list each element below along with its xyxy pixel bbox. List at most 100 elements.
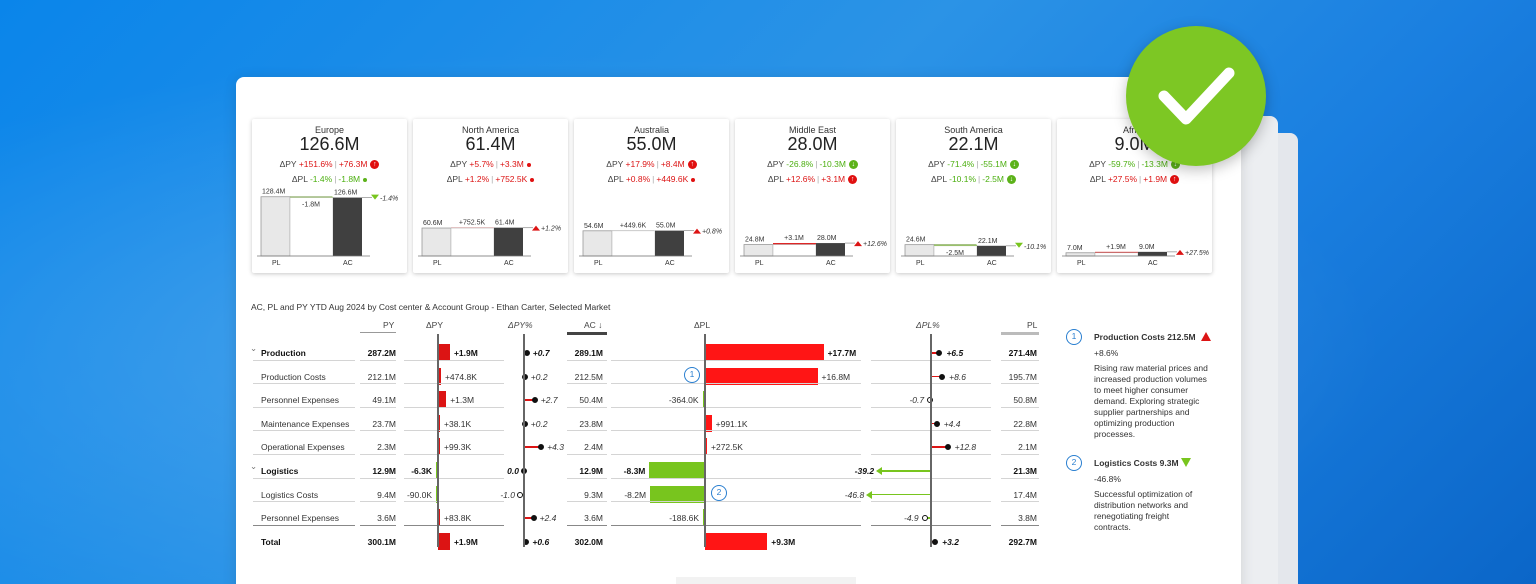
separator: |	[495, 159, 498, 169]
separator: |	[976, 159, 979, 169]
delta-pl-pct-pin	[931, 352, 940, 354]
column-header-delta-py-pct[interactable]: ΔPY%	[508, 320, 533, 330]
pl-bar	[582, 230, 613, 257]
ac-value: 3.6M	[584, 513, 603, 524]
delta-pl-absolute: +3.1M	[821, 174, 846, 184]
delta-pl-absolute: +752.5K	[495, 174, 528, 184]
ac-value-label: 61.4M	[495, 220, 515, 227]
column-header-delta-py[interactable]: ΔPY	[426, 320, 444, 330]
note-text-line: supplier partnerships and	[1094, 407, 1190, 417]
delta-pl-pct-dot	[939, 373, 946, 380]
kpi-waterfall-chart: 24.8M +3.1M 28.0M +12.6% PL AC	[740, 235, 887, 267]
delta-base	[772, 244, 817, 257]
delta-py-pct-value: +0.2	[530, 418, 548, 429]
py-value: 9.4M	[377, 489, 396, 500]
ac-axis-label: AC	[504, 260, 514, 267]
ac-value: 212.5M	[574, 371, 603, 382]
note-number-badge[interactable]: 1	[1066, 329, 1082, 345]
kpi-waterfall-chart: 54.6M +449.6K 55.0M +0.8% PL AC	[579, 223, 722, 267]
delta-value-label: +1.9M	[1106, 244, 1126, 251]
delta-pl-percent: +27.5%	[1107, 174, 1138, 184]
delta-py-pct-value: +4.3	[547, 442, 564, 453]
row-divider	[1001, 477, 1039, 479]
column-header-delta-pl-pct[interactable]: ΔPL%	[916, 320, 940, 330]
delta-py-pct-value: +0.2	[530, 371, 548, 382]
comment-marker[interactable]: 2	[711, 484, 727, 501]
variance-percent-label: +12.6%	[863, 241, 887, 248]
delta-pl-label: ΔPL	[291, 174, 310, 184]
ac-bar	[494, 227, 523, 256]
row-divider	[360, 406, 396, 408]
column-header-ac[interactable]: AC ↓	[584, 320, 603, 330]
kpi-region-name: South America	[944, 125, 1003, 135]
delta-py-pct-dot	[530, 515, 537, 522]
delta-py-pct-dot	[538, 444, 545, 451]
row-divider	[404, 406, 504, 408]
table-title: AC, PL and PY YTD Aug 2024 by Cost cente…	[251, 302, 611, 312]
row-divider	[611, 406, 861, 408]
row-divider	[611, 524, 861, 526]
kpi-card-europe[interactable]: Europe 126.6M ΔPY +151.6% | +76.3M ↑ ΔPL -1.4%…	[252, 119, 407, 273]
delta-pl-pct-value: +4.4	[943, 418, 961, 429]
row-label: Personnel Expenses	[261, 513, 339, 524]
column-header-delta-pl[interactable]: ΔPL	[694, 320, 711, 330]
ac-value: 289.1M	[574, 348, 603, 358]
delta-py-bar	[438, 509, 440, 527]
pl-axis-label: PL	[272, 260, 281, 267]
delta-py-pct-pin	[524, 517, 534, 519]
arrow-up-circle-icon: ↑	[370, 160, 380, 170]
triangle-up-icon	[532, 225, 540, 231]
column-header-py[interactable]: PY	[383, 320, 395, 330]
pl-bar	[904, 244, 935, 257]
delta-py-bar	[438, 438, 440, 456]
kpi-card-australia[interactable]: Australia 55.0M ΔPY +17.9% | +8.4M ↑ ΔPL +0.8%…	[574, 119, 729, 273]
separator: |	[1139, 174, 1142, 184]
chevron-down-icon[interactable]: ⌄	[250, 343, 258, 353]
row-label: Maintenance Expenses	[261, 418, 350, 429]
ac-bar	[1138, 251, 1167, 256]
ac-value: 23.8M	[579, 418, 603, 429]
chevron-down-icon[interactable]: ⌄	[250, 461, 258, 471]
note-text-line: Successful optimization of	[1094, 489, 1193, 499]
ac-axis-label: AC	[1148, 260, 1158, 267]
delta-py-absolute: -10.3M	[819, 159, 846, 169]
delta-value-label: +752.5K	[459, 220, 486, 227]
kpi-delta-pl-row: ΔPL -1.4% | -1.8M	[252, 174, 407, 184]
checkmark-badge	[1126, 26, 1266, 166]
row-divider	[1001, 501, 1039, 503]
kpi-card-north-america[interactable]: North America 61.4M ΔPY +5.7% | +3.3M ΔPL +1.…	[413, 119, 568, 273]
separator: |	[815, 159, 818, 169]
delta-py-pct-value: +0.6	[532, 536, 550, 547]
triangle-up-icon	[693, 228, 701, 234]
py-value: 287.2M	[367, 348, 396, 358]
comment-marker[interactable]: 1	[684, 366, 700, 383]
pl-value: 21.3M	[1013, 466, 1037, 476]
row-label: Logistics Costs	[261, 489, 319, 500]
note-text-line: renegotiating freight	[1094, 511, 1170, 521]
delta-pl-value: +991.1K	[715, 418, 748, 429]
kpi-delta-py-row: ΔPY -26.8% | -10.3M ↓	[735, 159, 890, 170]
arrow-down-circle-icon: ↓	[1007, 175, 1016, 185]
delta-py-pct-pin	[524, 399, 535, 401]
row-divider	[404, 524, 504, 526]
pl-value-label: 24.8M	[745, 237, 765, 244]
delta-pl-pct-dot	[933, 420, 940, 427]
kpi-delta-py-row: ΔPY +5.7% | +3.3M	[413, 159, 568, 169]
row-divider	[253, 406, 355, 408]
kpi-card-south-america[interactable]: South America 22.1M ΔPY -71.4% | -55.1M ↓ ΔPL …	[896, 119, 1051, 273]
delta-py-value: -90.0K	[406, 489, 432, 500]
delta-py-label: ΔPY	[450, 159, 470, 169]
row-divider	[360, 524, 396, 526]
kpi-card-middle-east[interactable]: Middle East 28.0M ΔPY -26.8% | -10.3M ↓ ΔPL +1…	[735, 119, 890, 273]
triangle-down-icon	[1181, 458, 1191, 467]
delta-py-value: +99.3K	[444, 442, 472, 453]
note-number-badge[interactable]: 2	[1066, 455, 1082, 471]
column-header-pl[interactable]: PL	[1027, 320, 1038, 330]
delta-pl-pct-pin	[924, 517, 931, 519]
delta-py-percent: -59.7%	[1108, 159, 1136, 169]
ac-value: 50.4M	[579, 395, 603, 406]
delta-py-bar	[438, 391, 447, 409]
pl-value: 17.4M	[1013, 489, 1037, 500]
delta-bar	[934, 244, 977, 246]
footer-strip	[676, 577, 856, 584]
